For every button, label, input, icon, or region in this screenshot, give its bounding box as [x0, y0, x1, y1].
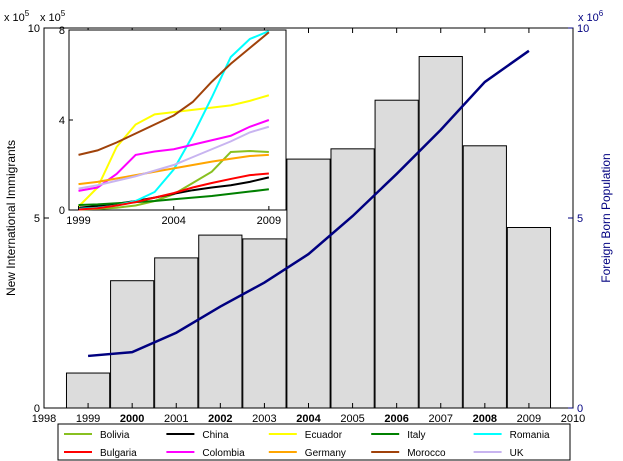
inset-x-tick-label-2004: 2004 — [161, 215, 185, 227]
x-tick-label-2001: 2001 — [164, 413, 188, 425]
x-tick-label-2009: 2009 — [517, 413, 541, 425]
inset-y-tick-label-0: 0 — [59, 205, 65, 217]
x-tick-label-2000: 2000 — [120, 413, 144, 425]
inset-line-ecuador — [77, 94, 270, 208]
legend-box — [57, 423, 571, 461]
left-y-tick-label-2: 10 — [28, 23, 40, 35]
legend-label-china: China — [202, 430, 229, 441]
immigrant-bar-2002 — [198, 234, 243, 409]
right-axis-multiplier: x 106 — [578, 9, 604, 24]
main-x-axis: 1998 1999 2000 2001 2002 2003 2004 2005 2006 2007… — [32, 28, 585, 425]
x-tick-label-2004: 2004 — [296, 413, 321, 425]
right-y-axis-label: Foreign Born Population — [599, 153, 613, 282]
left-y-tick-label-0: 0 — [34, 403, 40, 415]
inset-line-bulgaria — [78, 172, 269, 211]
left-axis-multiplier: x 105 — [4, 9, 30, 24]
foreign-born-line — [87, 49, 530, 358]
inset-y-tick-label-2: 8 — [59, 25, 65, 37]
immigrant-bar-1999 — [65, 372, 111, 409]
x-tick-label-2005: 2005 — [340, 413, 364, 425]
inset-line-colombia — [78, 119, 270, 192]
main-bars-group — [65, 56, 552, 409]
immigrant-bar-2008 — [462, 145, 507, 409]
x-tick-label-2006: 2006 — [384, 413, 408, 425]
legend-label-germany: Germany — [305, 448, 346, 459]
legend-label-morocco: Morocco — [407, 448, 446, 459]
x-tick-label-1999: 1999 — [76, 413, 100, 425]
left-y-axis: 0 5 10 — [28, 23, 49, 415]
inset-lines-group — [77, 30, 270, 211]
inset-axis-multiplier: x 105 — [40, 9, 66, 24]
immigrant-bar-2009 — [506, 227, 552, 409]
x-tick-label-1998: 1998 — [32, 413, 56, 425]
immigrant-bar-2006 — [374, 99, 419, 409]
inset-x-tick-label-1999: 1999 — [66, 215, 90, 227]
immigrant-bar-2007 — [418, 56, 463, 409]
inset-line-germany — [78, 153, 269, 186]
right-y-tick-label-1: 5 — [577, 213, 583, 225]
inset-line-morocco — [78, 31, 270, 156]
right-y-tick-label-2: 10 — [577, 23, 589, 35]
inset-axes: 1999 2004 2009 0 4 8 — [59, 25, 281, 227]
legend-label-uk: UK — [510, 448, 524, 459]
left-y-axis-label: New International Immigrants — [4, 140, 18, 296]
inset-background — [68, 29, 287, 211]
legend: Bolivia China Ecuador Italy Romania Bulgaria C… — [57, 423, 571, 461]
left-y-tick-label-1: 5 — [34, 213, 40, 225]
legend-label-romania: Romania — [510, 430, 550, 441]
x-tick-label-2002: 2002 — [208, 413, 232, 425]
x-tick-label-2008: 2008 — [473, 413, 497, 425]
inset-y-tick-label-1: 4 — [59, 115, 65, 127]
inset-line-italy — [78, 188, 269, 207]
x-tick-label-2007: 2007 — [429, 413, 453, 425]
inset-line-uk — [78, 125, 270, 190]
immigrant-bar-2003 — [242, 238, 287, 409]
immigrant-bar-2004 — [286, 158, 331, 409]
legend-label-bulgaria: Bulgaria — [100, 448, 137, 459]
x-tick-label-2003: 2003 — [252, 413, 276, 425]
foreign-born-line-group — [87, 49, 530, 358]
inset-x-tick-label-2009: 2009 — [257, 215, 281, 227]
immigrant-bar-2000 — [110, 280, 155, 409]
inset-chart: 1999 2004 2009 0 4 8 x 105 — [40, 9, 287, 227]
legend-label-italy: Italy — [407, 430, 425, 441]
legend-label-bolivia: Bolivia — [100, 430, 130, 441]
right-y-tick-label-0: 0 — [577, 403, 583, 415]
immigrant-bar-2005 — [330, 148, 375, 409]
legend-label-ecuador: Ecuador — [305, 430, 343, 441]
x-tick-label-2010: 2010 — [561, 413, 585, 425]
right-y-axis: 0 5 10 — [568, 23, 589, 415]
legend-label-colombia: Colombia — [202, 448, 245, 459]
